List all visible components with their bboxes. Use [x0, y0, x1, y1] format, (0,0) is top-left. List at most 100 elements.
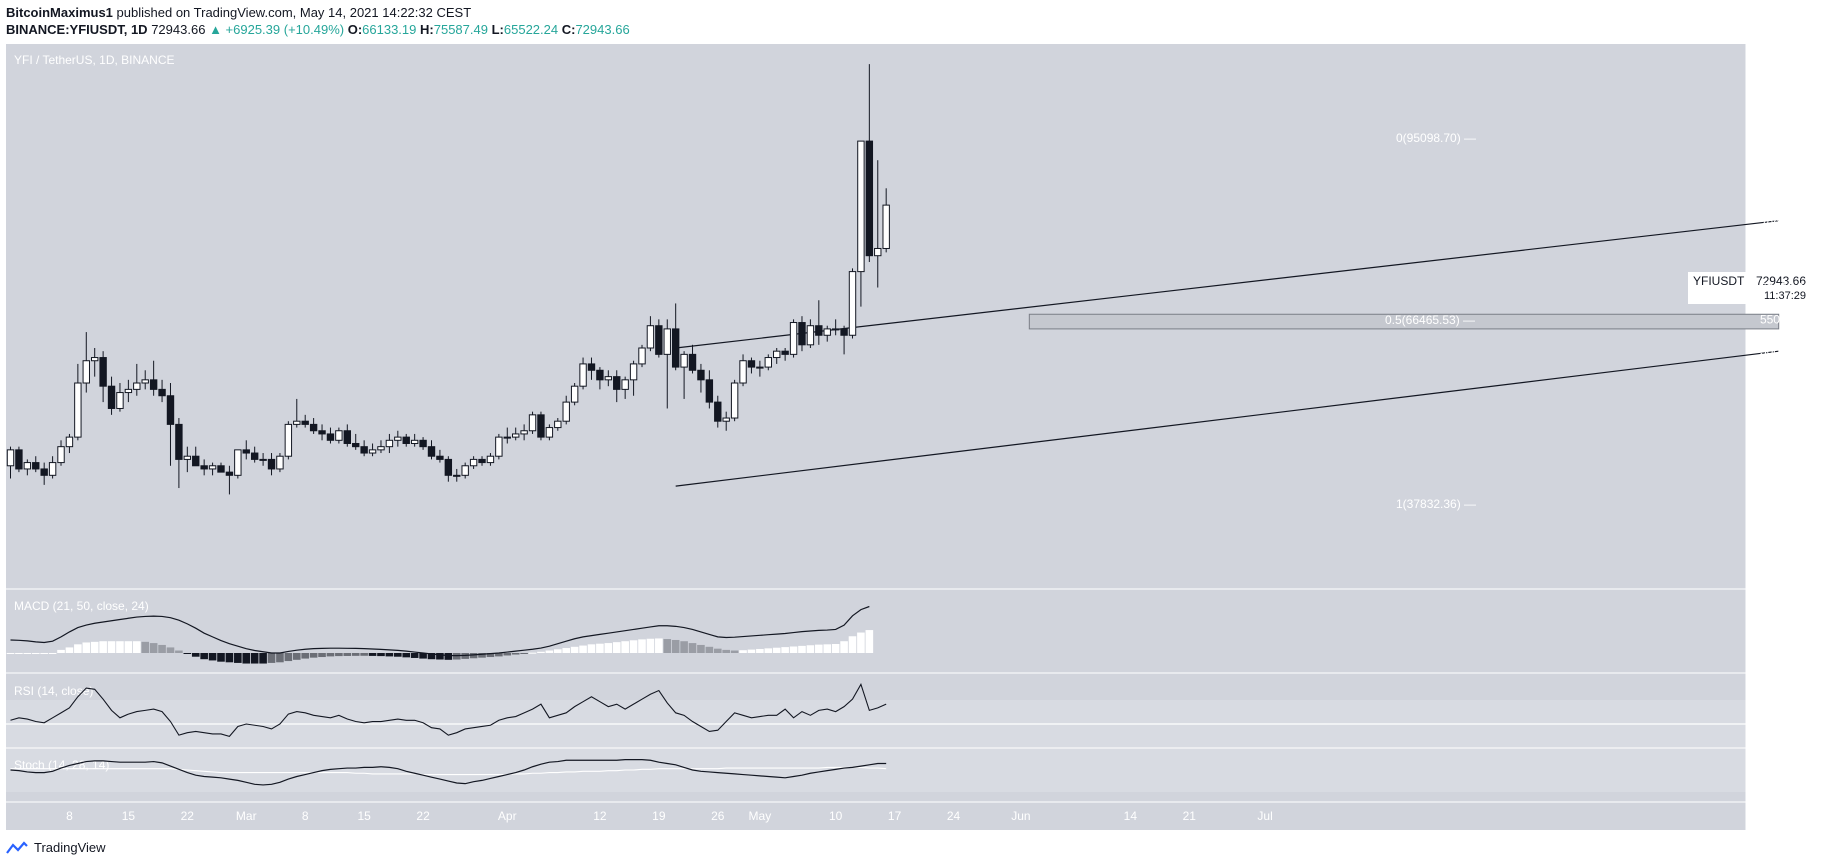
candle-bull — [503, 436, 511, 439]
macd-histogram-bar — [65, 647, 74, 653]
candle-bear — [309, 423, 318, 432]
publisher-name[interactable]: BitcoinMaximus1 — [6, 5, 113, 20]
candle-bull — [579, 363, 587, 387]
macd-histogram-bar — [351, 653, 360, 656]
price-tick-label: 90000.00 — [1760, 90, 1810, 104]
candle-bear — [200, 465, 208, 470]
candle-bull — [646, 325, 655, 349]
macd-histogram-bar — [604, 643, 613, 653]
price-tag: YFIUSDT 72943.66 11:37:29 — [1688, 272, 1810, 304]
candle-bull — [335, 430, 343, 441]
macd-histogram-bar — [107, 641, 116, 653]
macd-histogram-bar — [705, 646, 714, 653]
candle-bull — [663, 328, 671, 355]
macd-histogram-bar — [292, 653, 301, 660]
candle-bull — [621, 379, 629, 390]
macd-histogram-bar — [554, 649, 562, 653]
time-tick-label: 17 — [888, 809, 902, 823]
plot-layer — [6, 64, 1780, 786]
candle-bear — [798, 322, 806, 346]
macd-histogram-bar — [133, 641, 141, 653]
candle-bull — [284, 423, 293, 457]
macd-histogram-bar — [175, 650, 183, 653]
time-tick-label: 8 — [66, 809, 73, 823]
macd-histogram-bar — [250, 653, 259, 664]
price-tag-value: 72943.66 — [1756, 274, 1806, 288]
candle-bull — [520, 430, 528, 435]
candle-bull — [259, 458, 267, 461]
low-label: L: — [491, 22, 504, 37]
publisher-line: BitcoinMaximus1 published on TradingView… — [6, 4, 630, 21]
stoch-tick-80: 80.00 — [1780, 750, 1810, 764]
candle-bull — [377, 446, 385, 451]
stoch-title: Stoch (14, 28, 14) — [14, 758, 109, 772]
candle-bear — [360, 446, 368, 454]
candle-bear — [15, 449, 23, 470]
price-tick-label: 70000.00 — [1760, 217, 1810, 231]
price-tick-label: 60000.00 — [1760, 281, 1810, 295]
channel-upper-line — [675, 220, 1779, 349]
candle-bull — [293, 420, 301, 425]
pane-separators — [6, 44, 1747, 830]
time-tick-label: Mar — [236, 809, 257, 823]
macd-histogram-bar — [183, 653, 192, 654]
macd-tick-5000: 5000.00 — [1767, 610, 1811, 624]
macd-histogram-bar — [15, 653, 23, 654]
candle-bull — [554, 420, 562, 429]
candle-bull — [528, 414, 537, 432]
candle-bull — [495, 436, 503, 457]
candle-bull — [368, 449, 377, 454]
time-tick-label: 12 — [593, 809, 607, 823]
high-label: H: — [420, 22, 434, 37]
low-value: 65522.24 — [503, 22, 559, 37]
candle-bull — [739, 360, 747, 384]
macd-histogram-bar — [537, 651, 545, 653]
candle-bull — [512, 433, 520, 438]
open-value: 66133.19 — [362, 22, 417, 37]
price-tick-label: 105000.00 — [1753, 0, 1810, 8]
macd-histogram-bar — [234, 653, 242, 663]
macd-histogram-bar — [612, 642, 621, 653]
macd-histogram-bar — [427, 653, 436, 660]
macd-histogram-bar — [520, 653, 528, 654]
price-tag-box — [1688, 272, 1810, 304]
macd-histogram-bar — [857, 632, 865, 653]
candle-bear — [840, 328, 848, 336]
macd-histogram-bar — [815, 644, 823, 653]
candle-bear — [158, 388, 166, 397]
macd-histogram-bar — [528, 652, 537, 654]
macd-histogram-bar — [158, 644, 166, 653]
candle-bear — [192, 455, 200, 467]
time-tick-label: 15 — [122, 809, 136, 823]
macd-histogram-bar — [806, 645, 815, 653]
candle-bull — [65, 436, 74, 448]
rsi-band — [6, 700, 1746, 792]
footer-brand[interactable]: TradingView — [34, 840, 106, 855]
macd-histogram-bar — [402, 653, 411, 658]
macd-histogram-bar — [655, 638, 663, 653]
candle-bear — [267, 458, 276, 470]
macd-histogram-bar — [410, 653, 419, 658]
macd-histogram-bar — [368, 653, 377, 656]
macd-histogram-bar — [503, 653, 512, 656]
candle-bull — [461, 465, 469, 476]
candle-bull — [82, 360, 90, 384]
macd-histogram-bar — [730, 650, 739, 653]
macd-tick-0: 0.00 — [1787, 646, 1811, 660]
time-tick-label: 14 — [1124, 809, 1138, 823]
macd-histogram-bar — [208, 653, 217, 661]
macd-histogram-bar — [318, 653, 326, 658]
candle-bull — [6, 449, 15, 467]
candle-bull — [629, 363, 638, 381]
macd-histogram-bar — [789, 646, 798, 653]
candle-bull — [74, 382, 82, 438]
candle-bear — [242, 449, 250, 454]
macd-histogram-bar — [772, 647, 781, 653]
macd-histogram-bar — [452, 653, 461, 660]
close-value: 72943.66 — [575, 22, 630, 37]
candle-bear — [149, 379, 158, 390]
candle-bull — [385, 439, 394, 448]
candle-bull — [183, 455, 192, 460]
macd-histogram-bar — [309, 653, 318, 658]
